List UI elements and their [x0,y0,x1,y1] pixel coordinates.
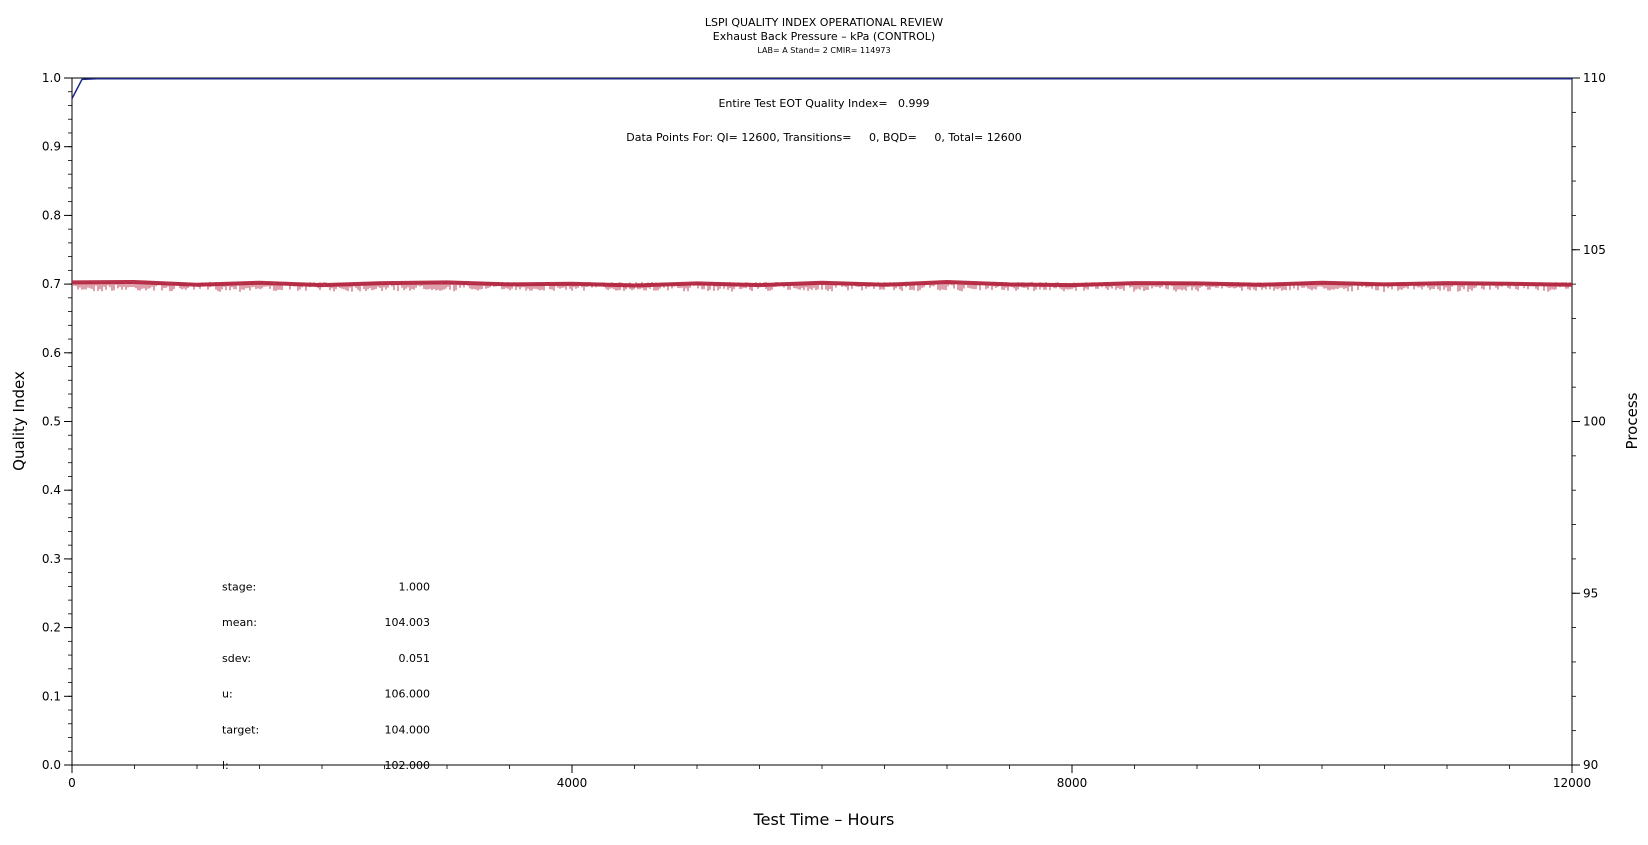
stats-value: 104.000 [385,723,431,736]
x-tick-label: 8000 [1057,776,1088,790]
data-points-annotation: Data Points For: QI= 12600, Transitions=… [626,131,1021,144]
y-left-tick-label: 0.7 [42,277,61,291]
chart-title: LSPI QUALITY INDEX OPERATIONAL REVIEW [705,16,943,29]
y-left-tick-label: 0.2 [42,621,61,635]
eot-annotation: Entire Test EOT Quality Index= 0.999 [718,97,929,110]
stats-label: target: [222,723,259,736]
stats-value: 104.003 [385,616,431,629]
y-right-tick-label: 95 [1583,586,1598,600]
stats-value: 106.000 [385,688,431,701]
axes: 0.0 0.1 0.2 0.3 0.4 0.5 0.6 0.7 0.8 0.9 1.0 90 95 100… [42,71,1606,790]
quality-index-series-line [71,77,1572,99]
stats-label: mean: [222,616,257,629]
chart-subsubtitle: LAB= A Stand= 2 CMIR= 114973 [757,46,890,55]
stats-value: 1.000 [399,580,431,593]
x-tick-label: 4000 [557,776,588,790]
stats-value: 0.051 [399,652,431,665]
y-left-tick-label: 0.3 [42,552,61,566]
chart-subtitle: Exhaust Back Pressure – kPa (CONTROL) [713,30,935,43]
process-series-noise [73,282,1571,292]
y-left-tick-label: 0.4 [42,483,61,497]
stats-label: u: [222,688,233,701]
y-right-tick-label: 105 [1583,243,1606,257]
y-left-tick-label: 0.6 [42,346,61,360]
y-right-tick-label: 110 [1583,71,1606,85]
y-left-tick-label: 0.0 [42,758,61,772]
y-left-tick-label: 1.0 [42,71,61,85]
stats-value: 102.000 [385,759,431,772]
stats-label: l: [222,759,229,772]
y-axis-left-label: Quality Index [10,371,28,471]
stats-label: sdev: [222,652,251,665]
stats-label: stage: [222,580,256,593]
y-left-tick-label: 0.8 [42,208,61,222]
x-axis-label: Test Time – Hours [753,810,895,829]
y-right-tick-label: 90 [1583,758,1598,772]
y-axis-right-label: Process [1623,392,1641,449]
y-left-tick-label: 0.9 [42,140,61,154]
plot-frame [71,77,1573,766]
y-right-tick-label: 100 [1583,415,1606,429]
series-layer [71,77,1573,292]
x-tick-label: 12000 [1553,776,1591,790]
stats-table: stage: 1.000 mean: 104.003 sdev: 0.051 u: 106.0… [222,580,430,772]
y-left-tick-label: 0.5 [42,415,61,429]
x-tick-label: 0 [68,776,76,790]
y-left-tick-label: 0.1 [42,689,61,703]
